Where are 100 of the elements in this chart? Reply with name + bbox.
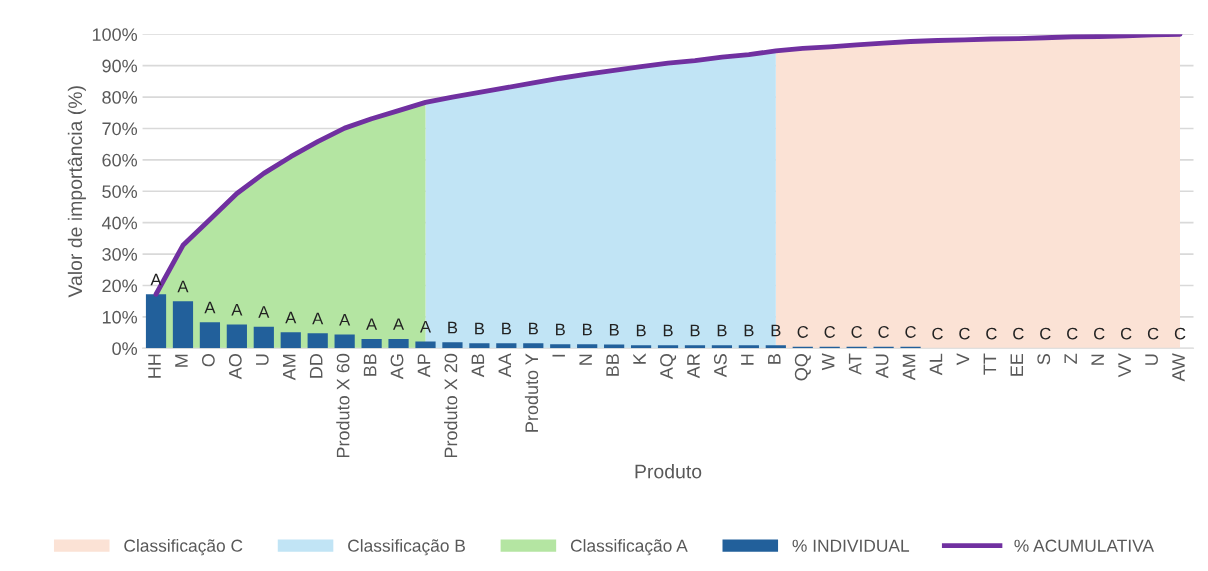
bar: [738, 345, 759, 349]
data-label: C: [905, 326, 916, 338]
legend-label: Classificação A: [570, 539, 688, 556]
data-label: C: [1174, 327, 1186, 340]
legend-label: % INDIVIDUAL: [792, 539, 910, 552]
bar: [307, 333, 328, 349]
bar: [145, 294, 167, 349]
data-label: B: [771, 324, 781, 337]
data-label: B: [609, 324, 619, 336]
x-tick-label: V: [956, 353, 970, 366]
data-label: A: [177, 280, 189, 293]
bar: [496, 343, 517, 349]
x-tick-label: AU: [875, 354, 889, 379]
data-label: C: [932, 327, 943, 340]
x-tick-label: N: [579, 354, 592, 365]
x-tick-label: M: [175, 354, 188, 367]
x-tick-label: U: [1145, 354, 1158, 365]
x-tick-label: EE: [1010, 353, 1024, 376]
bar: [684, 345, 706, 349]
data-label: B: [744, 324, 754, 337]
data-label: C: [878, 326, 889, 338]
y-tick-label: 90%: [102, 59, 138, 73]
x-tick-label: Produto X 20: [444, 353, 458, 458]
data-label: C: [959, 327, 970, 340]
data-label: B: [636, 324, 646, 337]
bar: [657, 345, 679, 349]
x-tick-label: K: [633, 353, 646, 364]
data-label: C: [824, 326, 836, 338]
x-tick-label: S: [1037, 354, 1051, 365]
x-tick-label: AQ: [660, 354, 677, 380]
data-label: A: [258, 306, 270, 318]
x-tick-label: AW: [1172, 353, 1185, 382]
x-tick-label: AA: [498, 353, 512, 378]
data-label: B: [448, 321, 458, 334]
data-label: C: [1013, 327, 1024, 340]
data-label: C: [1067, 327, 1078, 340]
data-label: B: [582, 323, 592, 336]
x-tick-label: QQ: [794, 354, 811, 381]
bar: [550, 344, 571, 349]
x-tick-label: VV: [1118, 353, 1131, 378]
bar: [442, 342, 463, 349]
data-label: C: [1094, 327, 1105, 340]
x-tick-label: BB: [606, 354, 619, 376]
bar: [523, 343, 544, 349]
bar: [469, 343, 490, 349]
bar: [577, 344, 598, 349]
y-tick-label: 80%: [102, 91, 138, 104]
x-tick-label: TT: [983, 353, 997, 375]
x-tick-label: AP: [417, 354, 431, 378]
x-tick-label: O: [201, 354, 215, 367]
y-tick-label: 10%: [102, 310, 138, 324]
data-label: A: [312, 312, 324, 325]
x-tick-label: AR: [687, 354, 700, 379]
x-tick-label: I: [552, 354, 565, 357]
x-tick-label: AB: [471, 354, 485, 378]
data-label: C: [1147, 327, 1159, 340]
x-tick-label: B: [768, 354, 781, 364]
bar: [361, 338, 382, 349]
data-label: B: [529, 322, 538, 335]
data-label: A: [339, 314, 351, 326]
legend-label: Classificação C: [124, 539, 243, 556]
x-tick-label: AM: [902, 354, 916, 381]
data-label: A: [419, 320, 432, 333]
data-label: A: [150, 273, 162, 286]
data-label: C: [1040, 327, 1051, 340]
y-tick-label: 20%: [102, 279, 138, 293]
data-label: C: [851, 326, 863, 338]
data-label: A: [393, 318, 405, 330]
bar: [711, 345, 733, 349]
data-label: B: [690, 324, 700, 337]
data-label: B: [475, 322, 485, 335]
x-tick-label: BB: [363, 354, 377, 376]
y-tick-label: 40%: [101, 216, 138, 230]
x-tick-label: H: [741, 354, 754, 365]
data-label: A: [285, 311, 297, 324]
bar: [172, 301, 194, 349]
x-tick-label: DD: [309, 354, 323, 378]
bar: [765, 345, 786, 349]
x-tick-label: AT: [848, 353, 862, 375]
y-tick-label: 100%: [92, 28, 138, 41]
data-label: A: [366, 318, 378, 330]
y-axis-title: Valor de importância (%): [67, 86, 86, 298]
x-tick-label: Produto Y: [524, 353, 539, 432]
y-tick-label: 30%: [102, 248, 138, 261]
y-tick-label: 60%: [102, 153, 138, 167]
x-tick-label: U: [256, 354, 269, 365]
x-tick-label: AM: [283, 354, 296, 381]
data-label: B: [717, 324, 727, 337]
data-label: B: [663, 324, 673, 337]
x-tick-label: HH: [148, 354, 161, 378]
x-tick-label: AO: [228, 354, 242, 380]
y-tick-label: 0%: [112, 342, 138, 356]
bar: [199, 322, 221, 349]
bar: [388, 338, 409, 349]
x-tick-label: AL: [929, 353, 943, 376]
y-tick-label: 50%: [102, 185, 138, 199]
y-tick-label: 70%: [102, 122, 138, 136]
x-tick-label: AS: [713, 354, 727, 378]
bar: [334, 334, 355, 349]
data-label: C: [1120, 327, 1132, 340]
